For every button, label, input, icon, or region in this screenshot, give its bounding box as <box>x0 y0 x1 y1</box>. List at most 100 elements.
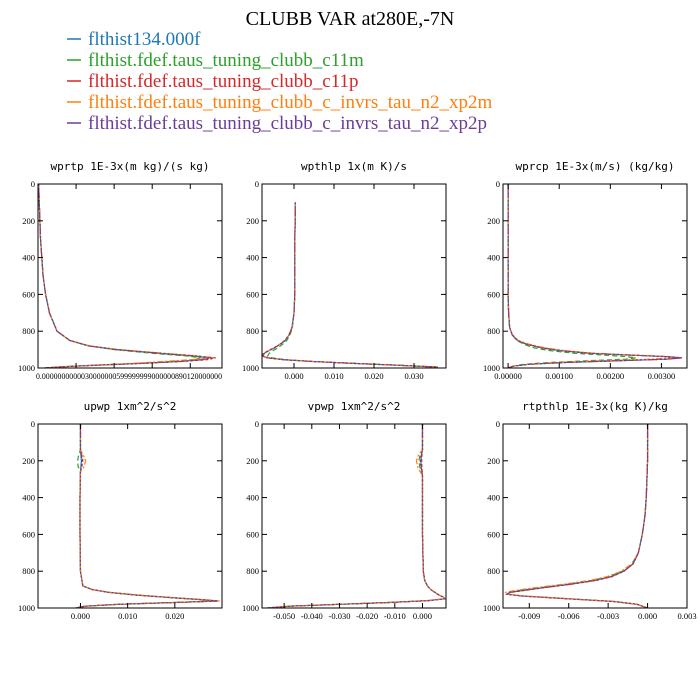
legend-entry: flthist.fdef.taus_tuning_clubb_c11p <box>67 71 359 92</box>
series-line-4 <box>504 424 649 608</box>
y-tick-label: 800 <box>22 566 35 576</box>
legend-entry: flthist.fdef.taus_tuning_clubb_c_invrs_t… <box>67 92 492 113</box>
legend-entry: flthist.fdef.taus_tuning_clubb_c11m <box>67 50 364 71</box>
y-tick-label: 200 <box>22 456 35 466</box>
series-group <box>507 184 682 368</box>
y-tick-label: 600 <box>487 529 500 539</box>
series-group <box>262 202 439 368</box>
y-tick-label: 600 <box>22 529 35 539</box>
series-line-1 <box>75 424 218 608</box>
plot-frame <box>37 423 223 609</box>
panel-title: wprtp 1E-3x(m kg)/(s kg) <box>51 160 210 173</box>
legend-entry: flthist134.000f <box>67 29 201 50</box>
series-line-5 <box>262 202 439 368</box>
series-line-1 <box>507 184 682 368</box>
y-tick-label: 0 <box>31 419 35 429</box>
series-line-4 <box>267 424 446 608</box>
series-line-5 <box>75 424 218 608</box>
y-tick-label: 400 <box>246 493 259 503</box>
series-line-2 <box>75 424 218 608</box>
legend: flthist134.000fflthist.fdef.taus_tuning_… <box>67 29 492 134</box>
series-group <box>38 184 216 368</box>
series-line-5 <box>267 424 446 608</box>
x-tick-label: -0.010 <box>384 611 406 621</box>
plot-frame <box>261 183 447 369</box>
x-tick-label: -0.050 <box>273 611 295 621</box>
legend-label: flthist.fdef.taus_tuning_clubb_c_invrs_t… <box>88 92 492 113</box>
plot-frame <box>261 423 447 609</box>
series-line-4 <box>38 184 214 368</box>
panel-title: wpthlp 1x(m K)/s <box>301 160 407 173</box>
series-group <box>267 424 446 608</box>
legend-label: flthist.fdef.taus_tuning_clubb_c_invrs_t… <box>88 113 487 134</box>
x-tick-label: 0.000 <box>71 611 90 621</box>
y-tick-label: 600 <box>246 529 259 539</box>
y-tick-label: 1000 <box>18 603 35 613</box>
x-tick-label: -0.040 <box>301 611 323 621</box>
x-tick-label: 0.00300 <box>648 371 676 381</box>
legend-label: flthist.fdef.taus_tuning_clubb_c11m <box>88 50 364 71</box>
series-group <box>75 424 220 608</box>
plot-frame <box>502 423 688 609</box>
legend-label: flthist134.000f <box>88 29 201 50</box>
y-tick-label: 0 <box>31 179 35 189</box>
series-line-2 <box>267 424 446 608</box>
series-line-3 <box>262 202 439 368</box>
y-tick-label: 800 <box>487 566 500 576</box>
x-tick-labels-overlap: 0.00000000000300000005999999990000008901… <box>36 371 222 381</box>
series-line-1 <box>505 424 649 608</box>
panel-4: upwp 1xm^2/s^2 0 200 400 600 800 1000 0.000 0.01… <box>18 400 223 621</box>
series-line-4 <box>262 202 439 368</box>
x-tick-label: 0.00000 <box>494 371 522 381</box>
series-line-1 <box>267 424 446 608</box>
series-group <box>504 424 649 608</box>
x-tick-label: -0.003 <box>597 611 619 621</box>
series-line-3 <box>507 184 682 368</box>
series-line-4 <box>75 424 220 608</box>
y-tick-label: 600 <box>22 289 35 299</box>
y-tick-label: 400 <box>487 493 500 503</box>
panel-3: wprcp 1E-3x(m/s) (kg/kg) 0 200 400 600 800 100… <box>483 160 688 381</box>
y-tick-label: 600 <box>246 289 259 299</box>
panel-title: upwp 1xm^2/s^2 <box>84 400 177 413</box>
y-tick-label: 1000 <box>242 603 259 613</box>
y-tick-label: 800 <box>246 326 259 336</box>
x-tick-label: -0.030 <box>328 611 350 621</box>
series-line-2 <box>38 184 201 368</box>
plot-frame <box>502 183 688 369</box>
y-tick-label: 0 <box>496 419 500 429</box>
y-tick-label: 800 <box>246 566 259 576</box>
y-tick-label: 0 <box>496 179 500 189</box>
x-tick-label: 0.010 <box>118 611 137 621</box>
figure-title: CLUBB VAR at280E,-7N <box>246 8 455 30</box>
y-tick-label: 400 <box>246 253 259 263</box>
y-tick-label: 200 <box>22 216 35 226</box>
y-tick-label: 1000 <box>483 603 500 613</box>
panel-5: vpwp 1xm^2/s^2 0 200 400 600 800 1000 -0.050 -0.… <box>242 400 447 621</box>
x-tick-label: 0.020 <box>364 371 383 381</box>
y-tick-label: 800 <box>487 326 500 336</box>
panel-6: rtpthlp 1E-3x(kg K)/kg 0 200 400 600 800 1000 -… <box>483 400 697 621</box>
panel-2: wpthlp 1x(m K)/s 0 200 400 600 800 1000 0.000 0.… <box>242 160 447 381</box>
legend-label: flthist.fdef.taus_tuning_clubb_c11p <box>88 71 359 92</box>
x-tick-label: -0.009 <box>518 611 540 621</box>
x-tick-label: 0.000 <box>638 611 657 621</box>
series-line-3 <box>267 424 446 608</box>
panels: wprtp 1E-3x(m kg)/(s kg) 0 200 400 600 800 100… <box>18 160 697 621</box>
panel-title: wprcp 1E-3x(m/s) (kg/kg) <box>516 160 675 173</box>
x-tick-label: 0.030 <box>404 371 423 381</box>
y-tick-label: 200 <box>487 456 500 466</box>
legend-entry: flthist.fdef.taus_tuning_clubb_c_invrs_t… <box>67 113 487 134</box>
y-tick-label: 0 <box>255 179 259 189</box>
y-tick-label: 1000 <box>242 363 259 373</box>
series-line-4 <box>507 184 672 368</box>
series-line-5 <box>38 184 212 368</box>
x-tick-label: -0.006 <box>558 611 580 621</box>
series-line-2 <box>507 184 636 368</box>
series-line-3 <box>504 424 649 608</box>
plot-frame <box>37 183 223 369</box>
series-line-5 <box>507 184 680 368</box>
series-line-1 <box>262 202 439 368</box>
x-tick-label: 0.020 <box>165 611 184 621</box>
